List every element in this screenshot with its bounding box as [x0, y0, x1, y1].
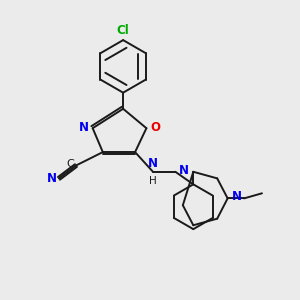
- Text: N: N: [232, 190, 242, 203]
- Text: N: N: [79, 121, 88, 134]
- Text: O: O: [151, 121, 160, 134]
- Text: Cl: Cl: [117, 23, 130, 37]
- Text: N: N: [46, 172, 56, 185]
- Text: N: N: [148, 157, 158, 170]
- Text: C: C: [67, 159, 74, 169]
- Text: H: H: [149, 176, 157, 186]
- Text: N: N: [179, 164, 189, 177]
